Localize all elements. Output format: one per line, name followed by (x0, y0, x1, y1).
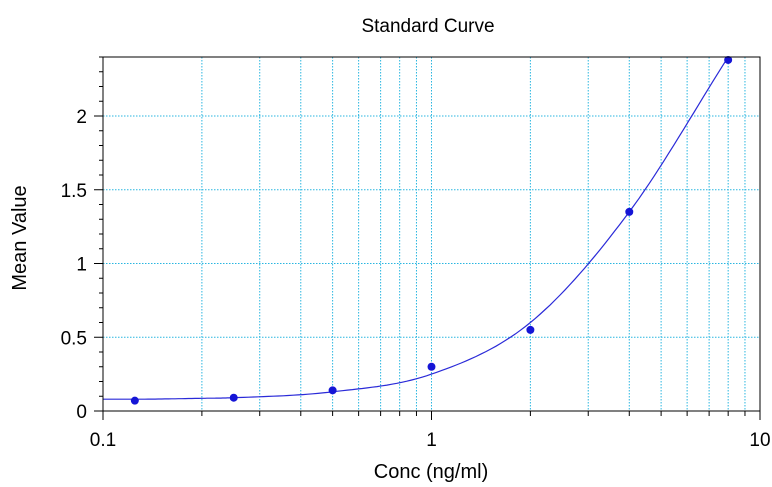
data-point (625, 207, 634, 216)
data-point (427, 362, 436, 371)
y-tick-label: 1.5 (61, 181, 87, 202)
data-point (724, 55, 733, 64)
data-point (229, 393, 238, 402)
tick-labels: 0.1 1 10 0 0.5 1 1.5 2 (61, 107, 771, 451)
grid (103, 57, 760, 411)
data-point (526, 325, 535, 334)
y-axis-label: Mean Value (9, 185, 31, 290)
y-tick-label: 2 (76, 107, 87, 128)
y-tick-label: 0.5 (61, 328, 87, 349)
x-tick-label: 1 (426, 430, 437, 451)
chart-title: Standard Curve (361, 16, 494, 37)
x-axis-label: Conc (ng/ml) (374, 461, 488, 482)
data-point (328, 386, 337, 395)
data-point (130, 396, 139, 405)
fit-curve (103, 56, 729, 400)
axis-ticks (94, 56, 761, 420)
y-tick-label: 0 (76, 402, 87, 423)
x-tick-label: 0.1 (90, 430, 116, 451)
fit-curve-layer (103, 56, 729, 400)
y-tick-label: 1 (76, 255, 87, 276)
data-points (130, 55, 733, 405)
x-tick-label: 10 (749, 430, 770, 451)
